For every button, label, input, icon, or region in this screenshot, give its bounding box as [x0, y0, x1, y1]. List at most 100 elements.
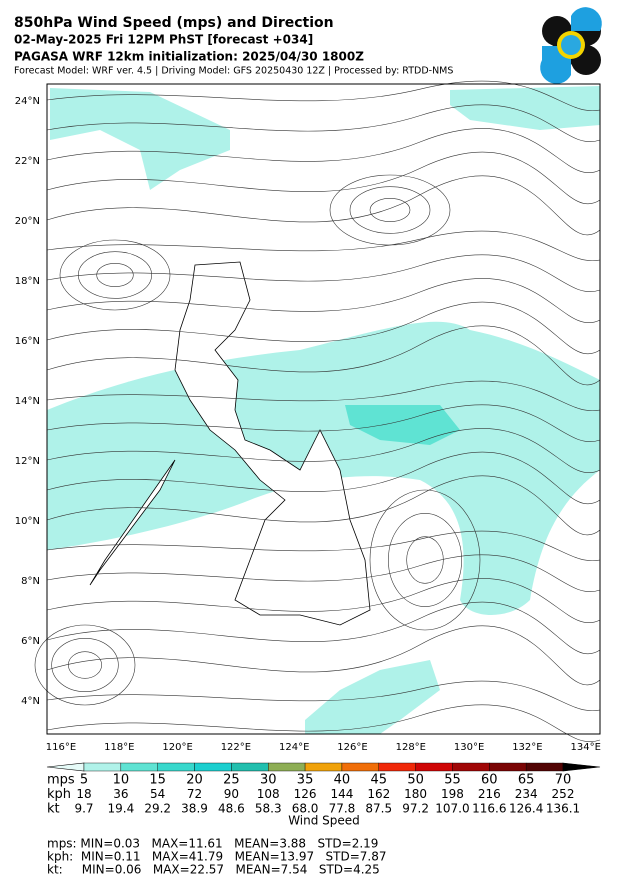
lat-label: 22°N	[15, 156, 40, 167]
streamline	[406, 536, 444, 584]
lat-label: 24°N	[15, 96, 40, 107]
streamline	[46, 451, 601, 505]
streamline	[46, 475, 601, 536]
map	[34, 80, 601, 742]
lon-label: 132°E	[512, 742, 542, 753]
colorbar-label: 216	[478, 787, 501, 801]
colorbar-segment	[341, 762, 379, 772]
streamline	[96, 263, 134, 287]
streamline	[46, 128, 601, 173]
streamline	[46, 530, 601, 562]
colorbar-segment	[525, 762, 564, 772]
colorbar-label: 234	[515, 787, 538, 801]
colorbar-segment	[415, 762, 453, 772]
colorbar-label: 18	[76, 787, 91, 801]
streamline	[46, 151, 601, 205]
streamline	[59, 239, 171, 311]
streamline	[369, 198, 411, 222]
lon-label: 124°E	[279, 742, 309, 753]
colorbar-label: 50	[407, 773, 424, 788]
colorbar-label: 25	[223, 773, 240, 788]
colorbar-segment	[157, 762, 195, 772]
streamline	[46, 80, 601, 112]
colorbar-label: 136.1	[546, 802, 580, 816]
colorbar-segment	[194, 762, 232, 772]
colorbar-segment	[231, 762, 269, 772]
streamline	[46, 554, 601, 592]
colorbar-label: 126	[294, 787, 317, 801]
streamline	[46, 404, 601, 442]
streamline	[46, 625, 601, 686]
lat-label: 6°N	[21, 636, 40, 647]
colorbar-label: 58.3	[255, 802, 282, 816]
colorbar-label: 60	[481, 773, 498, 788]
colorbar-label: 87.5	[365, 802, 392, 816]
unit-label: kt	[47, 802, 60, 817]
colorbar-segment	[452, 762, 490, 772]
streamline	[51, 638, 119, 692]
lon-label: 134°E	[570, 742, 600, 753]
colorbar-label: 38.9	[181, 802, 208, 816]
colorbar-label: 40	[334, 773, 351, 788]
lat-label: 4°N	[21, 696, 40, 707]
colorbar-label: 77.8	[329, 802, 356, 816]
streamline	[46, 578, 601, 623]
colorbar-label: 116.6	[472, 802, 506, 816]
colorbar-label: 162	[367, 787, 390, 801]
streamline	[46, 601, 601, 655]
colorbar-label: 252	[552, 787, 575, 801]
colorbar-segment	[489, 762, 527, 772]
lon-label: 118°E	[104, 742, 134, 753]
colorbar-segment	[378, 762, 416, 772]
colorbar-label: 70	[555, 773, 572, 788]
streamline	[46, 428, 601, 473]
credits: Forecast Model: WRF ver. 4.5 | Driving M…	[14, 66, 453, 77]
lon-label: 120°E	[162, 742, 192, 753]
lat-label: 14°N	[15, 396, 40, 407]
colorbar-label: 68.0	[292, 802, 319, 816]
streamline	[46, 254, 601, 292]
colorbar-segment	[83, 762, 122, 772]
colorbar-under	[46, 762, 85, 772]
stats-line: kph: MIN=0.11 MAX=41.79 MEAN=13.97 STD=7…	[47, 850, 387, 864]
colorbar-label: 5	[80, 773, 88, 788]
streamline	[34, 624, 136, 706]
lat-label: 20°N	[15, 216, 40, 227]
colorbar-label: 20	[186, 773, 203, 788]
streamline	[46, 175, 601, 236]
colorbar-label: 108	[257, 787, 280, 801]
colorbar-label: 54	[150, 787, 165, 801]
streamline	[46, 704, 601, 742]
colorbar-segment	[120, 762, 158, 772]
colorbar-label: 72	[187, 787, 202, 801]
colorbar-label: 90	[224, 787, 239, 801]
streamline	[46, 278, 601, 323]
colorbar-label: 15	[149, 773, 166, 788]
stats-line: kt: MIN=0.06 MAX=22.57 MEAN=7.54 STD=4.2…	[47, 863, 380, 877]
colorbar-label: 30	[260, 773, 277, 788]
streamline	[46, 230, 601, 262]
lat-label: 18°N	[15, 276, 40, 287]
stats-line: mps: MIN=0.03 MAX=11.61 MEAN=3.88 STD=2.…	[47, 837, 378, 851]
lat-label: 10°N	[15, 516, 40, 527]
colorbar-label: 126.4	[509, 802, 543, 816]
streamline	[349, 186, 431, 234]
colorbar-segment	[268, 762, 306, 772]
colorbar-title: Wind Speed	[288, 814, 360, 828]
streamline	[46, 325, 601, 386]
unit-label: kph	[47, 787, 71, 802]
colorbar-label: 29.2	[144, 802, 171, 816]
title: 850hPa Wind Speed (mps) and Direction	[14, 15, 334, 31]
streamline	[68, 651, 102, 679]
colorbar-label: 144	[330, 787, 353, 801]
colorbar-label: 107.0	[435, 802, 469, 816]
streamline	[46, 301, 601, 355]
colorbar-label: 36	[113, 787, 128, 801]
unit-label: mps	[47, 773, 75, 788]
streamline	[46, 680, 601, 712]
lat-label: 12°N	[15, 456, 40, 467]
lon-label: 130°E	[454, 742, 484, 753]
colorbar-segment	[304, 762, 343, 772]
colorbar-label: 9.7	[74, 802, 93, 816]
